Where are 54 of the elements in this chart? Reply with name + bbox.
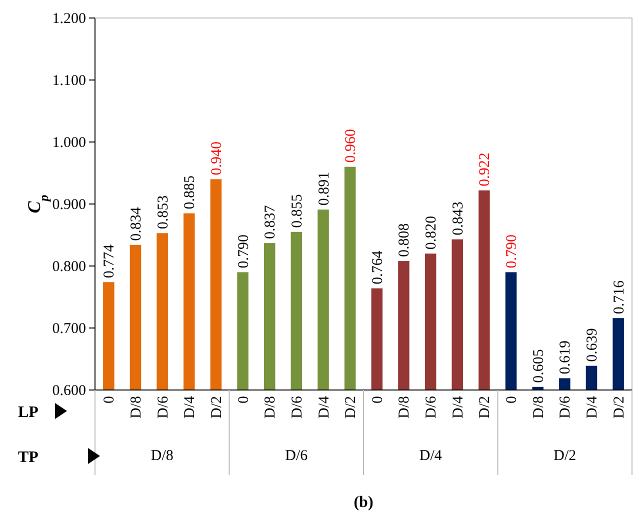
data-label: 0.790 bbox=[504, 234, 520, 268]
y-tick-label: 1.000 bbox=[52, 134, 86, 151]
y-tick-label: 0.700 bbox=[52, 320, 86, 337]
text: LP bbox=[18, 404, 39, 421]
x-tick-label: D/6 bbox=[424, 396, 440, 418]
text: (b) bbox=[354, 494, 374, 511]
data-label: 0.619 bbox=[558, 340, 574, 374]
data-label: 0.820 bbox=[424, 216, 440, 250]
y-tick-label: 1.200 bbox=[52, 10, 86, 27]
x-tick-label: D/2 bbox=[477, 396, 494, 418]
x-tick-label: D/4 bbox=[182, 396, 198, 418]
text: D/8 bbox=[150, 448, 174, 464]
data-label: 0.853 bbox=[155, 195, 172, 230]
x-tick-label: D/6 bbox=[155, 396, 172, 418]
x-tick-label: D/2 bbox=[208, 396, 225, 418]
x-tick-label: 0 bbox=[102, 396, 118, 404]
data-label: 0.940 bbox=[208, 141, 225, 176]
y-tick-label: 0.600 bbox=[52, 382, 86, 399]
text: D/2 bbox=[554, 448, 576, 464]
data-label: 0.790 bbox=[236, 234, 252, 268]
data-label: 0.922 bbox=[477, 152, 494, 186]
x-tick-label: D/4 bbox=[316, 396, 332, 418]
x-tick-label: 0 bbox=[504, 396, 520, 404]
data-label: 0.891 bbox=[316, 172, 332, 206]
data-label: 0.605 bbox=[530, 349, 547, 383]
data-label: 0.843 bbox=[450, 202, 466, 236]
x-tick-label: D/8 bbox=[530, 396, 547, 418]
y-tick-label: 0.900 bbox=[52, 196, 86, 213]
data-label: 0.774 bbox=[102, 244, 118, 278]
data-label: 0.837 bbox=[262, 204, 279, 240]
x-tick-label: D/2 bbox=[343, 396, 360, 418]
data-label: 0.834 bbox=[128, 206, 145, 241]
text: TP bbox=[18, 449, 39, 466]
y-tick-label: 0.800 bbox=[52, 258, 86, 275]
x-tick-label: D/6 bbox=[558, 396, 574, 418]
text: D/4 bbox=[419, 448, 442, 464]
data-label: 0.808 bbox=[396, 223, 413, 258]
x-tick-label: D/6 bbox=[289, 396, 306, 418]
x-tick-label: D/8 bbox=[262, 396, 279, 418]
x-tick-label: 0 bbox=[370, 396, 386, 404]
data-label: 0.885 bbox=[182, 176, 198, 210]
data-label: 0.855 bbox=[289, 194, 306, 228]
text: D/6 bbox=[285, 448, 308, 464]
x-tick-label: 0 bbox=[236, 396, 252, 404]
x-tick-label: D/4 bbox=[450, 396, 466, 418]
y-tick-label: 1.100 bbox=[52, 72, 86, 89]
x-tick-label: D/8 bbox=[128, 396, 145, 418]
data-label: 0.639 bbox=[584, 328, 600, 362]
x-tick-label: D/8 bbox=[396, 396, 413, 418]
data-label: 0.716 bbox=[611, 280, 628, 314]
data-label: 0.764 bbox=[370, 250, 386, 284]
x-tick-label: D/4 bbox=[584, 396, 600, 418]
data-label: 0.960 bbox=[343, 129, 360, 163]
x-tick-label: D/2 bbox=[611, 396, 628, 418]
